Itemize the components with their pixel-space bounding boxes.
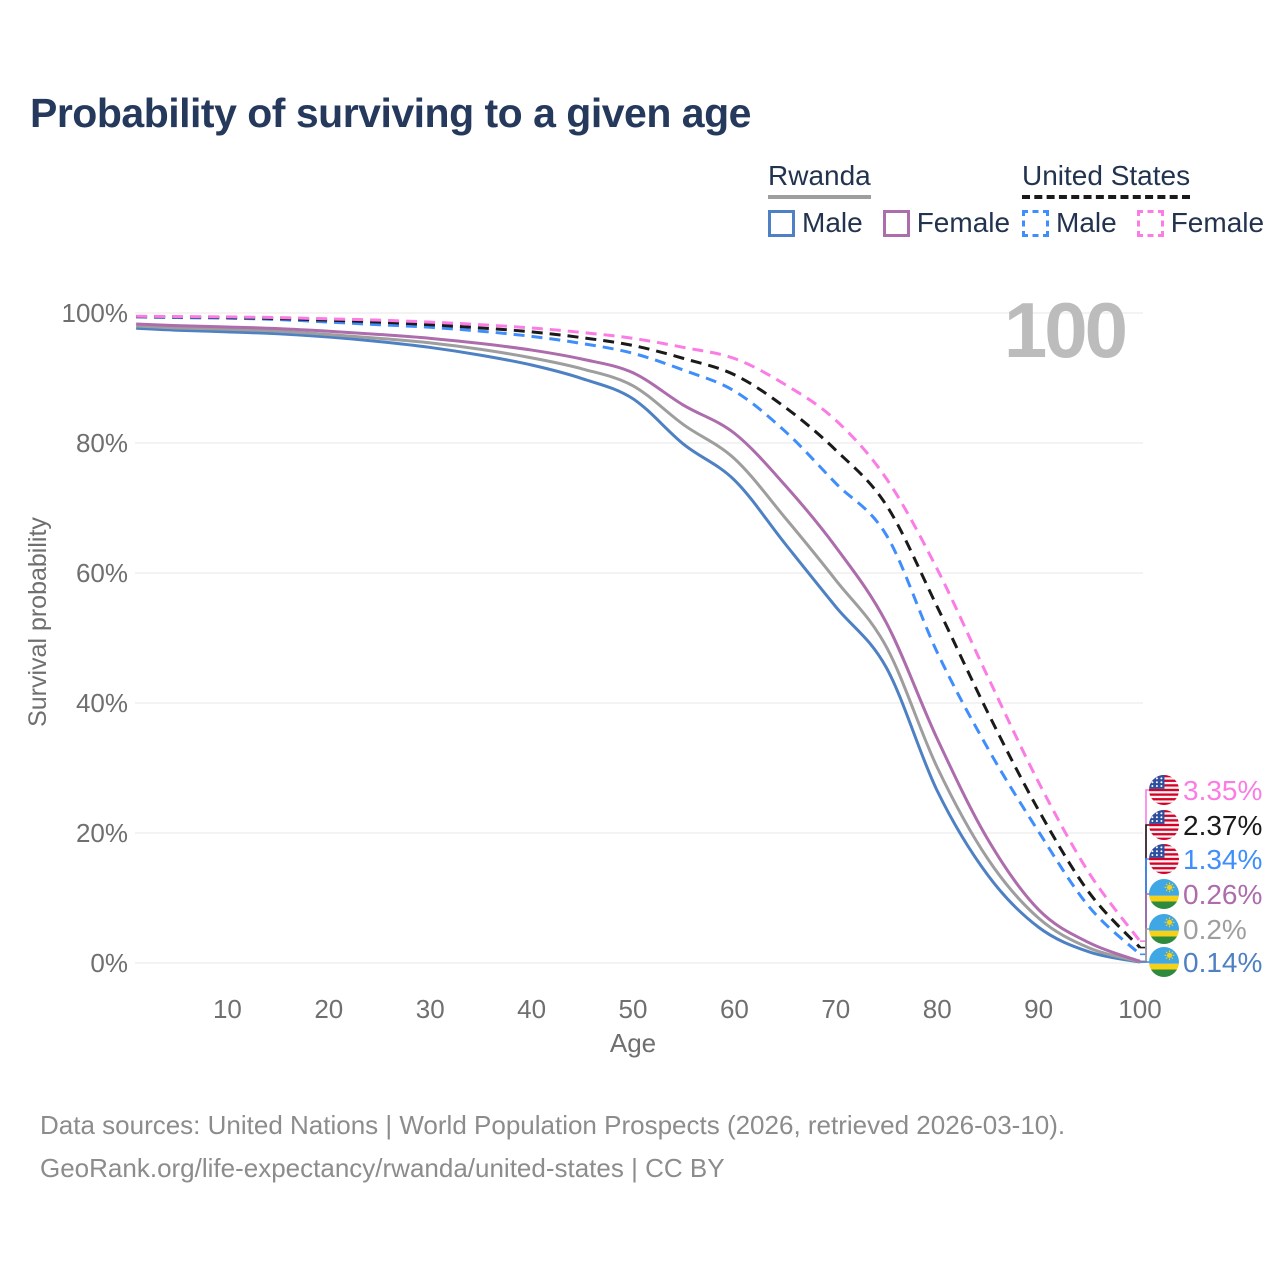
legend-label-rwanda-male: Male <box>802 207 863 238</box>
y-tick-label: 20% <box>76 818 128 848</box>
end-label-connector <box>1140 928 1151 963</box>
end-label-rwanda-male: 0.14% <box>1183 947 1262 978</box>
us-flag-icon <box>1149 775 1179 805</box>
footer: Data sources: United Nations | World Pop… <box>40 1104 1065 1190</box>
footer-source-line: Data sources: United Nations | World Pop… <box>40 1110 1066 1140</box>
legend-label-us-female: Female <box>1170 207 1265 238</box>
x-tick-label: 100 <box>1118 994 1161 1024</box>
x-axis-title: Age <box>610 1028 656 1058</box>
curve-united-states-male[interactable] <box>136 315 1142 956</box>
legend-swatch-us-male <box>1022 209 1049 237</box>
curve-rwanda[interactable] <box>136 324 1141 964</box>
survival-chart: 0% 20% 40% 60% 80% 100% 100 10 20 30 40 50 60 70 80 90 1… <box>24 286 1262 1058</box>
x-tick-label: 40 <box>517 994 546 1024</box>
end-label-united-states: 2.37% <box>1183 810 1262 841</box>
legend-swatch-us-female <box>1136 209 1164 237</box>
legend-row-rwanda: Male Female <box>768 207 1010 239</box>
curve-rwanda-female[interactable] <box>136 322 1141 963</box>
legend-label-us-male: Male <box>1056 207 1117 238</box>
legend-header-united-states[interactable]: United States <box>1022 160 1191 199</box>
y-tick-label: 100% <box>62 298 129 328</box>
x-tick-label: 20 <box>314 994 343 1024</box>
x-tick-label: 90 <box>1024 994 1053 1024</box>
legend: Rwanda Male Female United States Male Fe… <box>0 0 1280 250</box>
x-tick-label: 50 <box>619 994 648 1024</box>
curve-united-states-female[interactable] <box>136 314 1142 943</box>
legend-label-rwanda-female: Female <box>916 207 1011 238</box>
y-axis-title: Survival probability <box>24 517 52 727</box>
end-label-united-states-female: 3.35% <box>1183 775 1262 806</box>
page-title: Probability of surviving to a given age <box>30 90 751 136</box>
legend-item-us-male[interactable]: Male <box>1022 207 1117 239</box>
legend-group-rwanda: Rwanda Male Female <box>768 160 1010 239</box>
end-label-rwanda-female: 0.26% <box>1183 879 1262 910</box>
footer-link-line: GeoRank.org/life-expectancy/rwanda/unite… <box>40 1153 725 1183</box>
legend-swatch-rwanda-female <box>882 209 910 237</box>
y-tick-label: 40% <box>76 688 128 718</box>
y-tick-label: 80% <box>76 428 128 458</box>
legend-item-rwanda-male[interactable]: Male <box>768 207 863 239</box>
end-label-united-states-male: 1.34% <box>1183 844 1262 875</box>
legend-group-united-states: United States Male Female <box>1022 160 1264 239</box>
rwanda-flag-icon <box>1149 914 1179 944</box>
x-tick-label: 80 <box>923 994 952 1024</box>
y-tick-label: 0% <box>90 948 128 978</box>
x-tick-label: 70 <box>821 994 850 1024</box>
rwanda-flag-icon <box>1149 947 1179 977</box>
end-label-rwanda: 0.2% <box>1183 914 1247 945</box>
us-flag-icon <box>1149 810 1179 840</box>
x-tick-label: 60 <box>720 994 749 1024</box>
legend-header-rwanda[interactable]: Rwanda <box>768 160 871 199</box>
legend-swatch-rwanda-male <box>768 209 795 237</box>
x-tick-label: 10 <box>213 994 242 1024</box>
legend-row-united-states: Male Female <box>1022 207 1264 239</box>
legend-item-rwanda-female[interactable]: Female <box>882 207 1011 239</box>
curve-rwanda-male[interactable] <box>136 326 1141 964</box>
legend-item-us-female[interactable]: Female <box>1136 207 1265 239</box>
us-flag-icon <box>1149 844 1179 874</box>
hover-age-watermark: 100 <box>1004 286 1126 374</box>
curve-united-states[interactable] <box>136 315 1142 949</box>
x-tick-label: 30 <box>416 994 445 1024</box>
y-tick-label: 60% <box>76 558 128 588</box>
rwanda-flag-icon <box>1149 879 1179 909</box>
